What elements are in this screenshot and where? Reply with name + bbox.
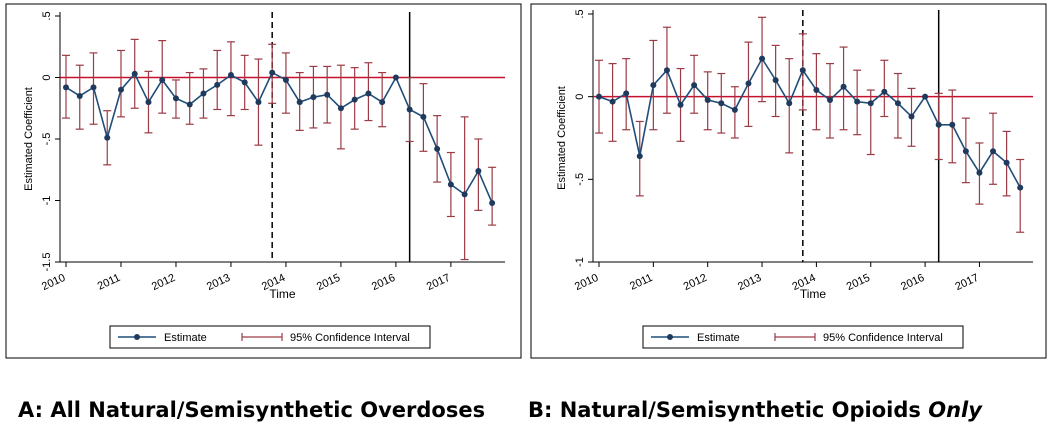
estimate-point bbox=[131, 70, 138, 77]
estimate-point bbox=[663, 67, 670, 74]
estimate-point bbox=[908, 113, 915, 120]
legend-estimate-label: Estimate bbox=[164, 332, 207, 344]
estimate-point bbox=[489, 199, 496, 206]
estimate-point bbox=[976, 169, 983, 176]
estimate-point bbox=[365, 90, 372, 97]
estimate-point bbox=[392, 74, 399, 81]
estimate-point bbox=[745, 80, 752, 87]
estimate-point bbox=[1003, 159, 1010, 166]
y-tick-label: -1 bbox=[41, 196, 53, 206]
x-axis-title: Time bbox=[800, 287, 827, 301]
legend-ci-label: 95% Confidence Interval bbox=[290, 332, 410, 344]
estimate-point bbox=[159, 76, 166, 83]
estimate-point bbox=[227, 72, 234, 79]
y-tick-label: .5 bbox=[574, 9, 586, 18]
caption-b: B: Natural/Semisynthetic Opioids Only bbox=[528, 398, 982, 422]
estimate-point bbox=[379, 99, 386, 106]
estimate-point bbox=[90, 84, 97, 91]
estimate-point bbox=[677, 101, 684, 108]
estimate-point bbox=[434, 145, 441, 152]
y-tick-label: 0 bbox=[41, 74, 53, 80]
estimate-point bbox=[475, 167, 482, 174]
estimate-point bbox=[214, 81, 221, 88]
y-axis-title: Estimated Coefficient bbox=[23, 87, 35, 191]
estimate-point bbox=[935, 121, 942, 128]
y-tick-label: -.5 bbox=[574, 173, 586, 186]
estimate-point bbox=[826, 96, 833, 103]
panel-b: .5 0 -.5 -1 2010 2011 2012 2013 2014 2015 2016 2017… bbox=[525, 0, 1050, 360]
estimate-point bbox=[310, 94, 317, 101]
x-axis-title: Time bbox=[269, 287, 296, 301]
estimate-point bbox=[406, 106, 413, 113]
y-tick-label: .5 bbox=[41, 11, 53, 20]
estimate-point bbox=[145, 99, 152, 106]
estimate-point bbox=[461, 191, 468, 198]
chart-frame bbox=[5, 3, 522, 359]
estimate-point bbox=[990, 148, 997, 155]
estimate-point bbox=[1017, 184, 1024, 191]
caption-b-italic: Only bbox=[928, 398, 982, 422]
legend-estimate-marker bbox=[667, 334, 673, 340]
estimate-point bbox=[609, 98, 616, 105]
estimate-point bbox=[241, 79, 248, 86]
estimate-point bbox=[962, 148, 969, 155]
estimate-point bbox=[691, 82, 698, 89]
estimate-point bbox=[282, 76, 289, 83]
estimate-point bbox=[186, 101, 193, 108]
estimate-point bbox=[718, 100, 725, 107]
estimate-point bbox=[636, 153, 643, 160]
estimate-point bbox=[786, 100, 793, 107]
chart-frame bbox=[530, 3, 1047, 359]
caption-a: A: All Natural/Semisynthetic Overdoses bbox=[18, 398, 486, 422]
y-tick-label: -1 bbox=[574, 257, 586, 267]
estimate-point bbox=[650, 82, 657, 89]
estimate-point bbox=[172, 95, 179, 102]
estimate-point bbox=[759, 55, 766, 62]
estimate-point bbox=[840, 83, 847, 90]
estimate-point bbox=[949, 121, 956, 128]
estimate-point bbox=[596, 93, 602, 100]
y-tick-label: -1.5 bbox=[41, 253, 53, 272]
legend-estimate-marker bbox=[134, 334, 140, 340]
estimate-point bbox=[447, 181, 454, 188]
estimate-point bbox=[772, 77, 779, 84]
estimate-point bbox=[296, 99, 303, 106]
estimate-point bbox=[799, 67, 806, 74]
estimate-point bbox=[867, 100, 874, 107]
y-axis-title: Estimated Coefficient bbox=[556, 86, 568, 190]
estimate-point bbox=[420, 113, 427, 120]
estimate-point bbox=[63, 84, 69, 91]
estimate-point bbox=[704, 96, 711, 103]
estimate-point bbox=[117, 86, 124, 93]
estimate-point bbox=[623, 90, 630, 97]
panel-a: .5 0 -.5 -1 -1.5 2010 2011 2012 2013 2014 2015 2016… bbox=[0, 0, 525, 360]
estimate-point bbox=[854, 98, 861, 105]
estimate-point bbox=[881, 88, 888, 95]
estimate-point bbox=[731, 106, 738, 113]
estimate-point bbox=[324, 91, 331, 98]
legend-estimate-label: Estimate bbox=[697, 332, 740, 344]
estimate-point bbox=[76, 92, 83, 99]
estimate-point bbox=[337, 105, 344, 112]
estimate-point bbox=[104, 134, 111, 141]
estimate-point bbox=[200, 90, 207, 97]
caption-b-main: B: Natural/Semisynthetic Opioids bbox=[528, 398, 929, 422]
estimate-point bbox=[894, 100, 901, 107]
estimate-point bbox=[269, 69, 276, 76]
y-tick-label: 0 bbox=[574, 94, 586, 100]
legend-ci-label: 95% Confidence Interval bbox=[823, 332, 943, 344]
y-tick-label: -.5 bbox=[41, 133, 53, 146]
estimate-point bbox=[813, 87, 820, 94]
estimate-point bbox=[922, 93, 929, 100]
estimate-point bbox=[255, 99, 262, 106]
estimate-point bbox=[351, 96, 358, 103]
